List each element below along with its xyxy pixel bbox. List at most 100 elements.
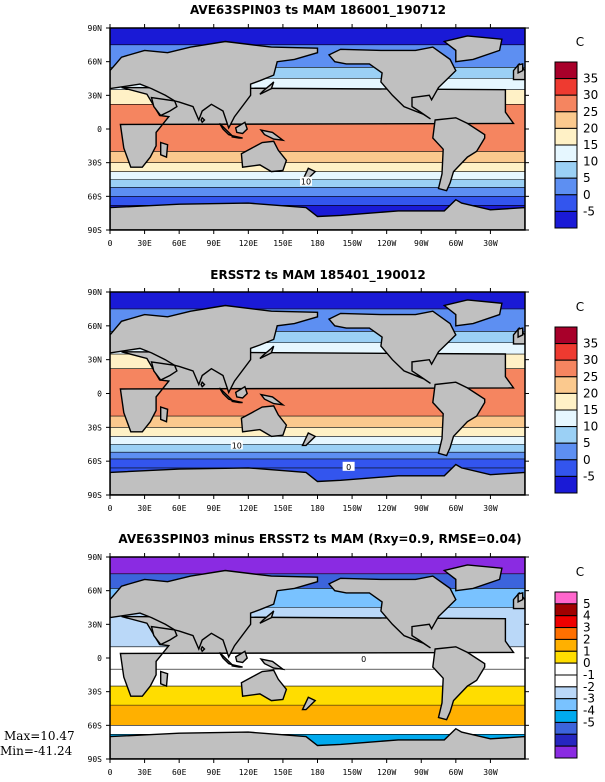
y-tick-label: 90N: [88, 553, 103, 562]
colorbar-swatch: [554, 442, 578, 461]
x-tick-label: 60W: [449, 239, 464, 248]
land-mass: [200, 381, 206, 388]
field-band: [110, 151, 525, 163]
y-tick-label: 60N: [88, 587, 103, 596]
x-tick-label: 180: [310, 768, 325, 777]
axis-ticks: 0 30E 60E 90E 120E 150E 180 150W 120W 90W 60W 30W 90…: [88, 24, 529, 248]
field-band: [110, 67, 525, 79]
y-tick-label: 0: [97, 654, 102, 663]
colorbar-swatch: [554, 591, 578, 605]
field-band: [110, 452, 525, 459]
colorbar: 35 30 25 20 15 10 5 0 -5: [554, 61, 598, 229]
colorbar-label: 25: [583, 105, 598, 119]
land-mass: [234, 385, 249, 399]
colorbar-swatch: [554, 475, 578, 494]
colorbar-label: 15: [583, 403, 598, 417]
land-mass: [517, 327, 524, 339]
colorbar-swatch: [554, 733, 578, 747]
y-tick-label: 90S: [88, 226, 103, 235]
panel-model: AVE63SPIN03 ts MAM 186001_190712 10 0 30E…: [88, 3, 599, 248]
x-tick-label: 120E: [239, 768, 258, 777]
y-tick-label: 30N: [88, 620, 103, 629]
y-tick-label: 0: [97, 390, 102, 399]
map-area: 0: [109, 556, 526, 760]
x-tick-label: 60W: [449, 504, 464, 513]
land-mass: [517, 592, 524, 604]
field-band: [110, 331, 525, 343]
land-mass: [200, 645, 206, 653]
field-band: [110, 557, 525, 574]
y-tick-label: 0: [97, 125, 102, 134]
land-mass: [432, 646, 486, 721]
y-tick-label: 30S: [88, 688, 103, 697]
colorbar-label: 5: [583, 171, 591, 185]
land-mass: [159, 406, 169, 423]
x-tick-label: 30W: [483, 768, 498, 777]
land-mass: [200, 116, 206, 124]
panel-title: AVE63SPIN03 minus ERSST2 ts MAM (Rxy=0.9…: [118, 532, 521, 546]
colorbar-swatch: [554, 177, 578, 196]
land-mass: [442, 564, 503, 592]
colorbar-label: 0: [583, 453, 591, 467]
land-mass: [218, 122, 233, 137]
land-mass: [259, 658, 286, 671]
colorbar-label: 0: [583, 656, 591, 670]
colorbar-label: 4: [583, 609, 591, 623]
max-stat: Max=10.47: [4, 729, 75, 743]
land-mass: [327, 46, 457, 120]
contour-label: 0: [346, 463, 351, 472]
field-band: [110, 416, 525, 428]
land-mass: [240, 405, 288, 438]
x-tick-label: 120E: [239, 239, 258, 248]
colorbar-unit: C: [576, 565, 584, 579]
x-tick-label: 30W: [483, 504, 498, 513]
y-tick-label: 60N: [88, 322, 103, 331]
field-band: [110, 669, 525, 687]
x-tick-label: 90E: [207, 504, 222, 513]
colorbar-swatch: [554, 627, 578, 640]
colorbar-label: 25: [583, 370, 598, 384]
land-mass: [517, 63, 524, 75]
colorbar-swatch: [554, 194, 578, 212]
field-band: [110, 28, 525, 45]
colorbar-swatch: [554, 94, 578, 113]
colorbar-swatch: [554, 343, 578, 361]
colorbar-label: 5: [583, 436, 591, 450]
y-tick-label: 30S: [88, 159, 103, 168]
colorbar-label: 30: [583, 88, 598, 102]
field-band: [110, 196, 525, 206]
colorbar-swatch: [554, 144, 578, 163]
x-tick-label: 90E: [207, 239, 222, 248]
x-tick-label: 150W: [342, 504, 361, 513]
colorbar-swatch: [554, 78, 578, 96]
colorbar-label: 10: [583, 155, 598, 169]
colorbar-label: -1: [583, 668, 595, 682]
land-mass: [234, 121, 249, 135]
land-mass: [159, 670, 169, 688]
colorbar-label: -5: [583, 715, 595, 729]
colorbar-swatch: [554, 459, 578, 477]
field-band: [110, 78, 525, 90]
min-stat: Min=-41.24: [0, 744, 73, 758]
x-tick-label: 30E: [137, 768, 152, 777]
colorbar-swatch: [554, 674, 578, 688]
panel-title: AVE63SPIN03 ts MAM 186001_190712: [190, 3, 446, 18]
field-band: [110, 342, 525, 355]
land-mass: [150, 96, 178, 117]
colorbar-swatch: [554, 161, 578, 179]
field-band: [110, 705, 525, 726]
axis-ticks: 0 30E 60E 90E 120E 150E 180 150W 120W 90W 60W 30W 90…: [88, 553, 529, 777]
colorbar-label: -4: [583, 704, 595, 718]
y-tick-label: 90N: [88, 24, 103, 33]
x-tick-label: 120E: [239, 504, 258, 513]
land-mass: [110, 569, 319, 659]
land-mass: [327, 575, 457, 649]
x-tick-label: 60E: [172, 239, 187, 248]
y-tick-label: 60S: [88, 721, 103, 730]
colorbar-label: 2: [583, 632, 591, 646]
map-area: 10 0: [109, 291, 526, 496]
land-mass: [218, 387, 233, 401]
axis-ticks: 0 30E 60E 90E 120E 150E 180 150W 120W 90W 60W 30W 90…: [88, 288, 529, 513]
